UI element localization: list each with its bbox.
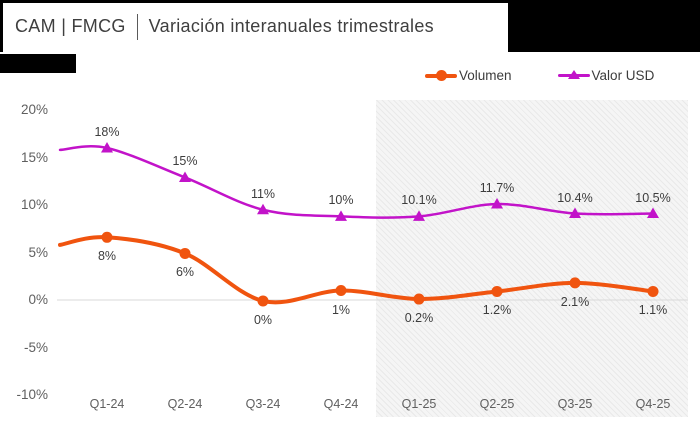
- data-label: 0%: [253, 312, 273, 327]
- triangle-marker: [257, 203, 269, 215]
- x-axis-label: Q2-25: [479, 397, 515, 411]
- page-title-left: CAM | FMCG: [15, 16, 126, 36]
- data-label: 15%: [172, 154, 198, 169]
- data-label: 8%: [97, 249, 117, 264]
- circle-marker: [647, 285, 659, 297]
- title-divider: [136, 13, 138, 40]
- y-tick-label: 10%: [20, 197, 48, 212]
- y-tick-label: 5%: [28, 244, 48, 260]
- y-tick-label: 20%: [20, 102, 48, 117]
- triangle-marker: [101, 142, 113, 153]
- triangle-marker: [335, 210, 347, 221]
- circle-marker: [101, 231, 113, 243]
- data-label: 18%: [94, 125, 120, 139]
- title-card: CAM | FMCG Variación interanuales trimes…: [3, 3, 508, 50]
- x-axis-label: Q4-24: [323, 397, 359, 411]
- circle-marker: [569, 277, 581, 289]
- circle-marker: [335, 285, 347, 296]
- data-label: 10%: [328, 193, 354, 208]
- circle-marker: [257, 295, 269, 307]
- data-label: 2.1%: [560, 294, 590, 309]
- circle-marker: [413, 293, 425, 305]
- data-label: 1%: [331, 302, 351, 317]
- logo-block: [0, 54, 76, 73]
- left-black-strip: [0, 0, 3, 52]
- triangle-marker: [413, 210, 425, 221]
- circle-marker: [179, 247, 191, 259]
- data-label: 10.5%: [635, 190, 671, 205]
- y-tick-label: -10%: [16, 387, 48, 402]
- header-black-block: [508, 0, 700, 52]
- triangle-marker-icon: [567, 70, 580, 80]
- circle-marker-icon: [436, 70, 447, 81]
- y-tick-label: -5%: [23, 339, 48, 355]
- circle-marker: [491, 285, 503, 297]
- valor-usd-line-icon: [557, 70, 590, 80]
- volumen-line-icon: [425, 70, 457, 81]
- data-label: 1.1%: [638, 303, 668, 318]
- triangle-marker: [647, 207, 659, 219]
- x-axis-label: Q2-24: [167, 397, 203, 411]
- data-label: 11.7%: [479, 181, 515, 196]
- x-axis-label: Q1-24: [89, 397, 125, 411]
- triangle-marker: [569, 207, 581, 219]
- chart-legend: Volumen Valor USD: [425, 68, 654, 83]
- x-axis-label: Q4-25: [635, 397, 671, 411]
- series-line-volumen: [58, 235, 655, 305]
- data-label: 6%: [175, 265, 195, 280]
- data-label: 11%: [250, 186, 276, 201]
- x-axis-label: Q3-24: [245, 397, 281, 411]
- forecast-shaded-region: [376, 100, 688, 417]
- legend-label-volumen: Volumen: [459, 68, 512, 83]
- y-tick-label: 0%: [28, 292, 48, 307]
- data-label: 10.4%: [557, 190, 593, 205]
- x-axis-label: Q3-25: [557, 397, 593, 411]
- data-label: 0.2%: [404, 311, 434, 326]
- legend-label-valor-usd: Valor USD: [591, 68, 655, 83]
- x-axis-label: Q1-25: [401, 397, 437, 411]
- page-title-right: Variación interanuales trimestrales: [148, 16, 434, 36]
- series-line-valor-usd: [58, 145, 655, 219]
- data-label: 1.2%: [482, 303, 512, 318]
- triangle-marker: [179, 171, 191, 182]
- legend-item-volumen: Volumen: [425, 68, 512, 83]
- triangle-marker: [491, 198, 503, 209]
- legend-item-valor-usd: Valor USD: [557, 68, 655, 83]
- data-label: 10.1%: [401, 193, 437, 208]
- y-tick-label: 15%: [20, 149, 48, 165]
- top-black-strip: [0, 0, 700, 3]
